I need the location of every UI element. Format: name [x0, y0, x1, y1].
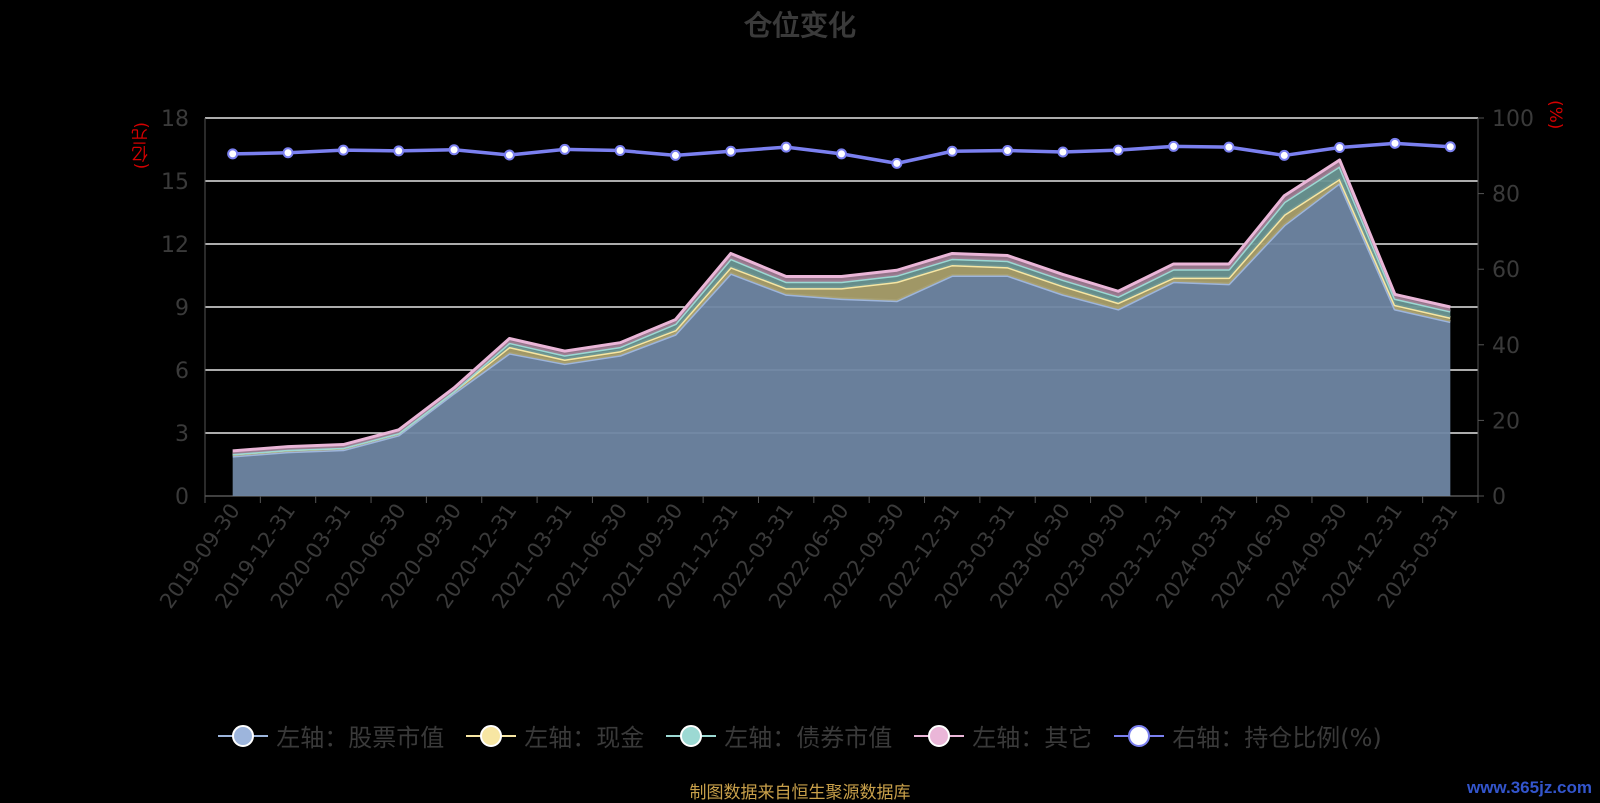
- point-position-ratio: [614, 145, 626, 157]
- point-position-ratio: [946, 145, 958, 157]
- point-position-ratio: [337, 144, 349, 156]
- source-note: 制图数据来自恒生聚源数据库: [689, 783, 911, 803]
- point-position-ratio: [282, 147, 294, 159]
- legend-item[interactable]: 左轴：现金: [466, 718, 644, 753]
- point-position-ratio: [725, 145, 737, 157]
- point-position-ratio: [1223, 141, 1235, 153]
- legend-label: 左轴：现金: [524, 724, 645, 752]
- point-position-ratio: [1334, 141, 1346, 153]
- legend: 左轴：股票市值 左轴：现金 左轴：债券市值 左轴：其它 右轴：持仓比例(%): [0, 718, 1600, 753]
- point-position-ratio: [780, 141, 792, 153]
- legend-item[interactable]: 左轴：股票市值: [218, 718, 444, 753]
- legend-marker-icon: [666, 724, 717, 748]
- y-right-tick-label: 60: [1492, 258, 1520, 283]
- point-position-ratio: [393, 145, 405, 157]
- legend-item[interactable]: 左轴：债券市值: [666, 718, 892, 753]
- legend-label: 左轴：其它: [972, 724, 1093, 752]
- left-axis-unit: (亿元): [132, 122, 152, 170]
- point-position-ratio: [1057, 146, 1069, 158]
- y-left-tick-label: 6: [175, 359, 189, 384]
- legend-marker-icon: [914, 724, 965, 748]
- chart-title: 仓位变化: [743, 9, 856, 42]
- point-position-ratio: [1002, 145, 1014, 157]
- point-position-ratio: [836, 148, 847, 160]
- point-position-ratio: [1389, 137, 1401, 149]
- point-position-ratio: [1112, 144, 1124, 156]
- y-left-tick-label: 12: [161, 233, 189, 258]
- y-left-tick-label: 9: [175, 296, 189, 321]
- legend-item[interactable]: 右轴：持仓比例(%): [1114, 718, 1382, 753]
- y-right-tick-label: 0: [1492, 485, 1506, 510]
- point-position-ratio: [227, 148, 239, 160]
- watermark: www.365jz.com: [1466, 778, 1592, 797]
- point-position-ratio: [448, 144, 460, 156]
- y-left-tick-label: 3: [175, 422, 189, 447]
- right-axis-unit: (%): [1545, 100, 1565, 130]
- point-position-ratio: [503, 149, 515, 161]
- legend-marker-icon: [466, 724, 517, 748]
- legend-marker-icon: [1114, 724, 1165, 748]
- point-position-ratio: [1168, 140, 1180, 152]
- point-position-ratio: [1278, 149, 1290, 161]
- y-right-tick-label: 80: [1492, 183, 1520, 208]
- line-左轴：其它: [232, 158, 1451, 453]
- legend-label: 右轴：持仓比例(%): [1172, 724, 1382, 752]
- y-right-tick-label: 100: [1492, 107, 1534, 132]
- legend-label: 左轴：股票市值: [276, 724, 445, 752]
- y-left-tick-label: 15: [161, 170, 189, 195]
- legend-item[interactable]: 左轴：其它: [914, 718, 1092, 753]
- y-left-tick-label: 18: [161, 107, 189, 132]
- point-position-ratio: [559, 143, 571, 155]
- y-right-tick-label: 40: [1492, 334, 1520, 359]
- legend-marker-icon: [218, 724, 269, 748]
- point-position-ratio: [669, 149, 681, 161]
- point-position-ratio: [891, 157, 903, 169]
- y-right-tick-label: 20: [1492, 409, 1520, 434]
- legend-label: 左轴：债券市值: [724, 724, 893, 752]
- point-position-ratio: [1444, 141, 1456, 153]
- y-left-tick-label: 0: [175, 485, 189, 510]
- area-左轴：股票市值: [232, 183, 1451, 496]
